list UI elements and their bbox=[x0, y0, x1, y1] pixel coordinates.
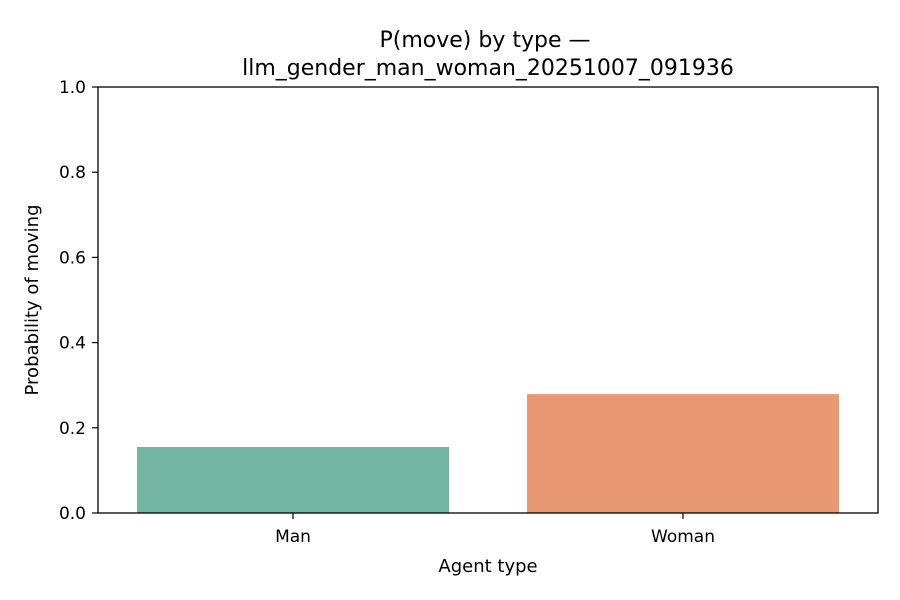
x-tick-label-woman: Woman bbox=[651, 527, 715, 547]
chart-title-line-1: P(move) by type — bbox=[380, 28, 591, 53]
y-tick-label: 0.6 bbox=[59, 248, 86, 268]
chart-title: P(move) by type — llm_gender_man_woman_2… bbox=[242, 28, 734, 81]
x-axis-ticks: Man Woman bbox=[275, 513, 715, 547]
y-tick-label: 0.2 bbox=[59, 419, 86, 439]
bar-woman bbox=[527, 394, 839, 513]
y-tick-label: 0.4 bbox=[59, 334, 86, 354]
bar-man bbox=[137, 446, 449, 513]
y-tick-label: 0.8 bbox=[59, 163, 86, 183]
y-tick-label: 1.0 bbox=[59, 78, 86, 98]
bars bbox=[137, 394, 839, 513]
y-tick-label: 0.0 bbox=[59, 504, 86, 524]
x-tick-label-man: Man bbox=[275, 527, 311, 547]
y-axis-ticks: 0.0 0.2 0.4 0.6 0.8 1.0 bbox=[59, 78, 98, 524]
chart-title-line-2: llm_gender_man_woman_20251007_091936 bbox=[242, 56, 734, 81]
x-axis-label: Agent type bbox=[438, 556, 537, 577]
y-axis-label: Probability of moving bbox=[22, 205, 43, 396]
plot-area-frame bbox=[97, 86, 879, 514]
